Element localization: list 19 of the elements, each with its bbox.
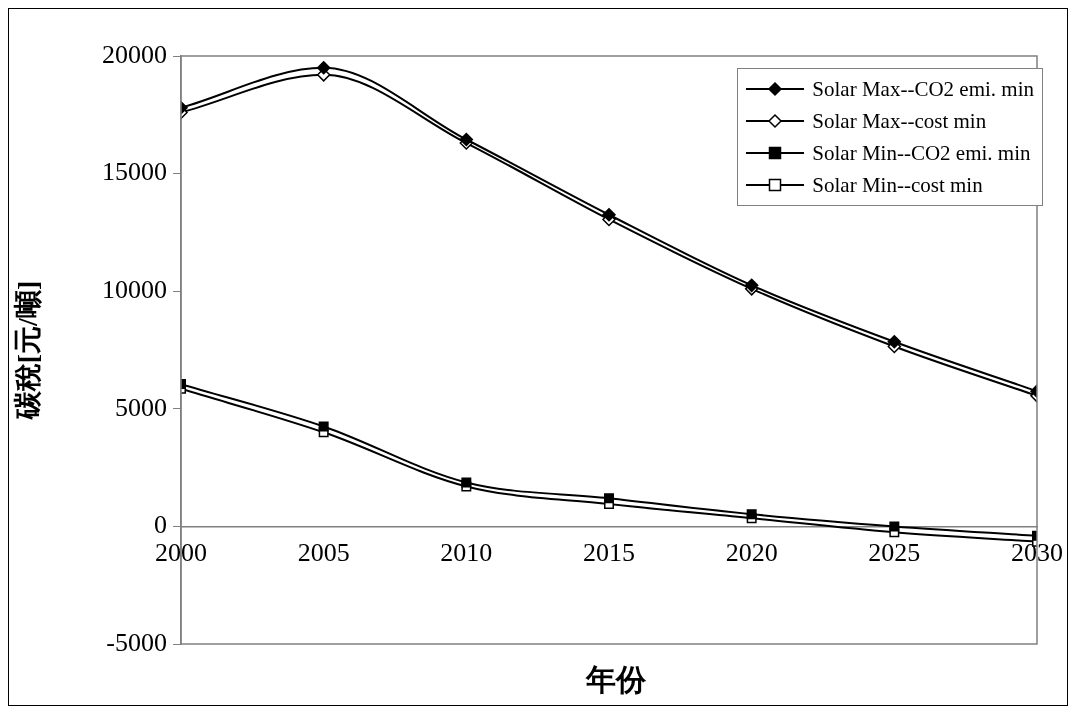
legend-label: Solar Min--cost min xyxy=(812,172,983,198)
x-tick-label: 2015 xyxy=(583,537,635,567)
y-tick-label: 20000 xyxy=(102,39,167,69)
x-tick-label: 2030 xyxy=(1011,537,1063,567)
y-tick-label: 5000 xyxy=(115,392,167,422)
y-axis-title: 碳稅[元/噸] xyxy=(12,280,44,421)
x-tick-label: 2005 xyxy=(297,537,350,567)
y-tick-label: 10000 xyxy=(102,275,167,305)
y-tick-label: 15000 xyxy=(102,157,167,187)
x-tick-label: 2000 xyxy=(155,537,207,567)
x-tick-label: 2020 xyxy=(725,537,778,567)
x-tick-label: 2010 xyxy=(440,537,493,567)
legend-label: Solar Max--CO2 emi. min xyxy=(812,76,1034,102)
y-tick-label: -5000 xyxy=(106,627,167,657)
y-tick-label: 0 xyxy=(154,510,167,540)
legend-label: Solar Min--CO2 emi. min xyxy=(812,140,1031,166)
x-tick-label: 2025 xyxy=(868,537,921,567)
x-axis-title: 年份 xyxy=(584,662,647,698)
legend-label: Solar Max--cost min xyxy=(812,108,987,134)
